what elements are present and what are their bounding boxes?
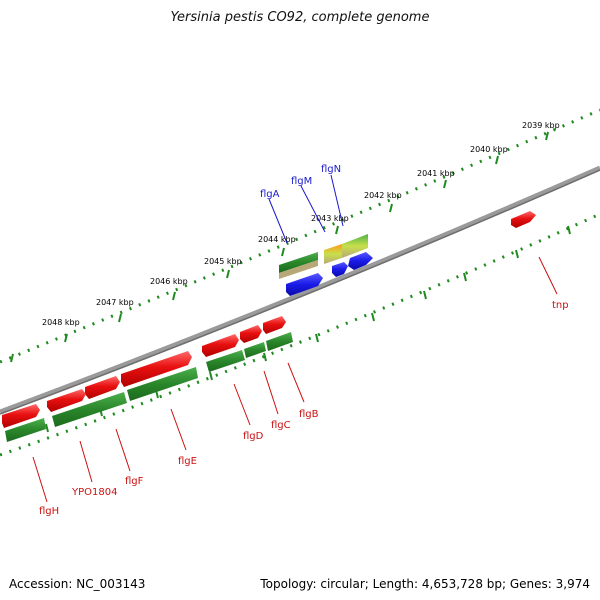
genome-summary-text: Topology: circular; Length: 4,653,728 bp… [260,577,590,591]
red-cds-features [2,211,536,428]
feature-flgM-multi [324,244,342,264]
blue-arrow-2 [332,262,348,277]
label-flgN: flgN [321,164,341,175]
tick-label-2047: 2047 kbp [96,298,134,307]
blue-arrow-1 [286,273,323,296]
tick-label-2043: 2043 kbp [311,214,349,223]
gene-block-3 [206,350,245,372]
map-title: Yersinia pestis CO92, complete genome [170,10,430,25]
gene-labels: flgA flgM flgN tnp flgB flgC flgD flgE f… [39,164,569,517]
outer-ruler-ticks [10,131,549,363]
cds-flgB [263,316,286,334]
tick-label-2042: 2042 kbp [364,191,402,200]
tick-label-2046: 2046 kbp [150,277,188,286]
label-flgM: flgM [291,176,312,187]
cds-flgC [240,325,262,343]
label-flgD: flgD [243,431,264,442]
accession-text: Accession: NC_003143 [9,577,146,591]
gene-block-2 [244,342,266,358]
feature-flgA-green [279,252,318,273]
cds-flgH [2,404,40,428]
gene-block-4 [127,367,198,401]
label-flgE: flgE [178,456,197,467]
genome-backbone [0,165,600,415]
inner-ruler-ticks [45,225,571,433]
feature-flgN-multi [342,234,368,258]
label-leaders [32,174,558,503]
blue-features [286,252,373,296]
green-gene-track [5,332,293,442]
ruler-labels: 2039 kbp 2040 kbp 2041 kbp 2042 kbp 2043… [42,121,560,327]
gene-block-5 [52,392,127,427]
gene-block-1 [266,332,293,351]
tick-label-2039: 2039 kbp [522,121,560,130]
outer-ruler [0,108,600,364]
label-flgF: flgF [125,476,144,487]
tick-label-2048: 2048 kbp [42,318,80,327]
gene-block-6 [5,418,46,442]
blue-arrow-3 [348,252,373,270]
cds-flgD [202,334,239,357]
cds-flgF [85,376,120,399]
cds-YPO1804 [47,389,86,412]
label-flgH: flgH [39,506,59,517]
label-flgA: flgA [260,189,280,200]
inner-ruler [0,212,600,457]
tick-label-2044: 2044 kbp [258,235,296,244]
tick-label-2041: 2041 kbp [417,169,455,178]
outer-features [279,234,368,279]
label-tnp: tnp [552,300,569,311]
label-YPO1804: YPO1804 [71,487,117,498]
label-flgC: flgC [271,420,291,431]
tick-label-2045: 2045 kbp [204,257,242,266]
cds-tnp [511,211,536,228]
label-flgB: flgB [299,409,319,420]
cds-flgE [121,351,192,387]
tick-label-2040: 2040 kbp [470,145,508,154]
feature-flgA-tan [279,260,318,279]
